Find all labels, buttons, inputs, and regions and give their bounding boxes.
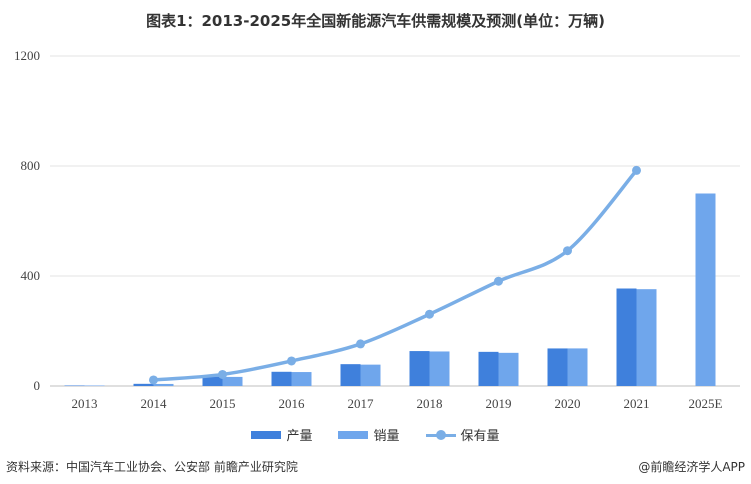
bar-sales-2021 xyxy=(636,289,657,386)
bar-production-2018 xyxy=(409,351,430,386)
x-tick-label-2015: 2015 xyxy=(210,396,236,411)
stock-point-2021 xyxy=(632,165,641,175)
legend-item-production: 产量 xyxy=(251,425,312,444)
legend-label-stock: 保有量 xyxy=(460,429,500,444)
legend-swatch-production xyxy=(251,430,282,439)
stock-point-2015 xyxy=(218,369,227,379)
chart-title: 图表1：2013-2025年全国新能源汽车供需规模及预测(单位：万辆) xyxy=(146,12,605,30)
bar-production-2016 xyxy=(271,371,292,386)
stock-point-2017 xyxy=(356,339,365,349)
bar-production-2020 xyxy=(547,348,568,386)
bar-production-2017 xyxy=(340,364,361,386)
stock-line xyxy=(149,165,641,385)
x-tick-label-2019: 2019 xyxy=(486,396,512,411)
x-axis-ticks: 2013 2014 2015 2016 2017 2018 2019 2020 2021 2025… xyxy=(72,396,723,411)
bar-production-2019 xyxy=(478,351,499,386)
chart-svg: 0 400 800 1200 2013 2014 2015 2016 2017 2018 2019… xyxy=(14,48,740,411)
bar-sales-2019 xyxy=(498,352,519,386)
legend-item-sales: 销量 xyxy=(338,425,400,444)
brand-credit: @前瞻经济学人APP xyxy=(638,460,745,474)
bars xyxy=(64,193,716,387)
legend-swatch-sales xyxy=(338,430,369,439)
bar-production-2021 xyxy=(616,288,637,386)
x-tick-label-2017: 2017 xyxy=(348,396,375,411)
bar-sales-2017 xyxy=(360,364,381,386)
bar-sales-2025E xyxy=(695,193,716,386)
y-tick-label-1200: 1200 xyxy=(14,48,40,63)
legend-label-sales: 销量 xyxy=(373,429,400,444)
y-tick-label-0: 0 xyxy=(34,378,41,393)
bar-production-2013 xyxy=(64,385,85,387)
x-tick-label-2014: 2014 xyxy=(141,396,168,411)
legend-item-stock: 保有量 xyxy=(425,425,500,444)
y-tick-label-800: 800 xyxy=(21,158,41,173)
stock-point-2020 xyxy=(563,246,572,256)
x-tick-label-2018: 2018 xyxy=(417,396,443,411)
stock-point-2016 xyxy=(287,356,296,366)
bar-production-2015 xyxy=(202,376,223,386)
stock-point-2018 xyxy=(425,309,434,319)
legend: 产量 销量 保有量 xyxy=(0,425,751,444)
bar-sales-2013 xyxy=(84,385,105,387)
x-tick-label-2016: 2016 xyxy=(279,396,306,411)
bar-sales-2015 xyxy=(222,376,243,386)
stock-point-2019 xyxy=(494,276,503,286)
x-tick-label-2021: 2021 xyxy=(624,396,650,411)
stock-point-2014 xyxy=(149,375,158,385)
x-tick-label-2013: 2013 xyxy=(72,396,98,411)
bar-sales-2016 xyxy=(291,372,312,386)
source-note: 资料来源：中国汽车工业协会、公安部 前瞻产业研究院 xyxy=(6,460,298,474)
bar-sales-2018 xyxy=(429,351,450,386)
legend-swatch-stock xyxy=(425,429,456,441)
y-axis-ticks: 0 400 800 1200 xyxy=(14,48,40,393)
legend-label-production: 产量 xyxy=(286,429,313,444)
x-tick-label-2020: 2020 xyxy=(555,396,581,411)
bar-sales-2014 xyxy=(153,383,174,386)
y-tick-label-400: 400 xyxy=(21,268,41,283)
x-tick-label-2025E: 2025E xyxy=(689,396,723,411)
bar-sales-2020 xyxy=(567,348,588,386)
bar-production-2014 xyxy=(133,383,154,386)
